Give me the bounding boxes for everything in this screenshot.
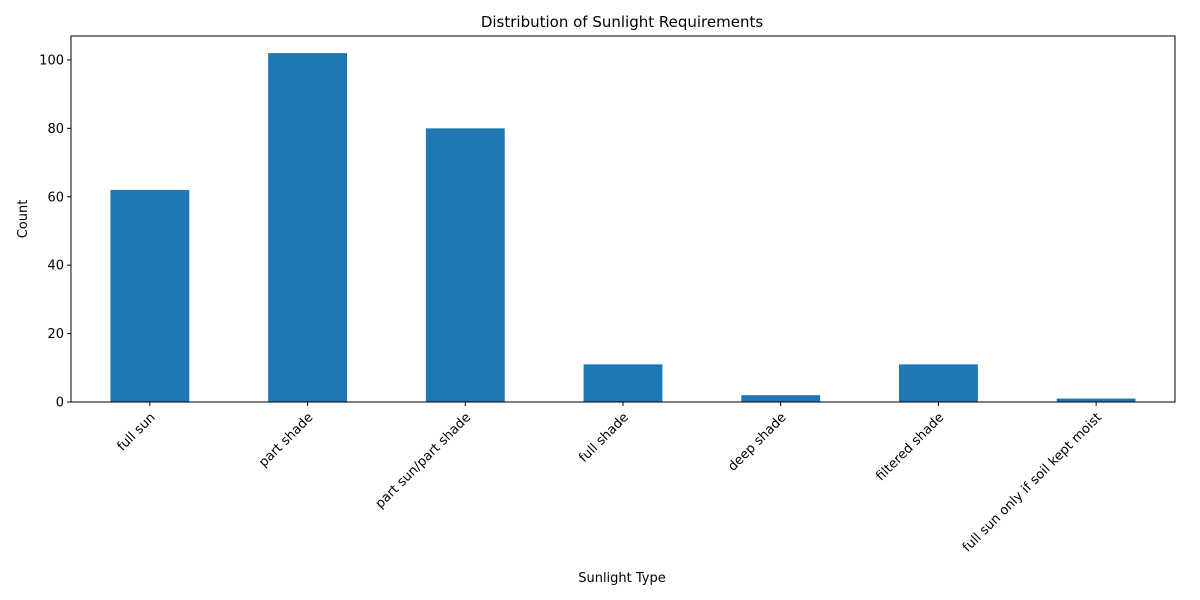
x-axis-label: Sunlight Type (578, 571, 666, 586)
x-axis: full sun part shade part sun/part shade ful… (115, 402, 1105, 555)
y-axis-label: Count (16, 200, 31, 239)
bar-2 (425, 128, 505, 403)
y-tick-label-4: 80 (47, 122, 64, 137)
y-axis: 0 20 40 60 80 100 (39, 53, 71, 411)
x-tick-label-5: filtered shade (873, 410, 947, 484)
bar-6 (1056, 398, 1136, 402)
bars-group (110, 53, 1136, 403)
y-tick-label-1: 20 (47, 327, 64, 342)
bar-1 (268, 53, 347, 402)
bar-0 (110, 189, 190, 402)
y-tick-label-3: 60 (47, 190, 64, 205)
x-tick-label-3: full shade (576, 410, 631, 465)
y-tick-label-5: 100 (39, 53, 64, 68)
x-tick-label-6: full sun only if soil kept moist (960, 410, 1105, 555)
bar-3 (583, 364, 663, 402)
x-tick-label-4: deep shade (725, 410, 789, 474)
x-tick-label-1: part shade (256, 410, 316, 470)
x-tick-label-0: full sun (115, 410, 159, 454)
chart-title: Distribution of Sunlight Requirements (481, 13, 764, 31)
bar-5 (899, 364, 978, 402)
y-tick-label-2: 40 (47, 259, 64, 274)
bar-4 (741, 395, 821, 402)
x-tick-label-2: part sun/part shade (373, 410, 474, 511)
y-tick-label-0: 0 (56, 396, 64, 411)
plot-frame (70, 35, 1176, 403)
